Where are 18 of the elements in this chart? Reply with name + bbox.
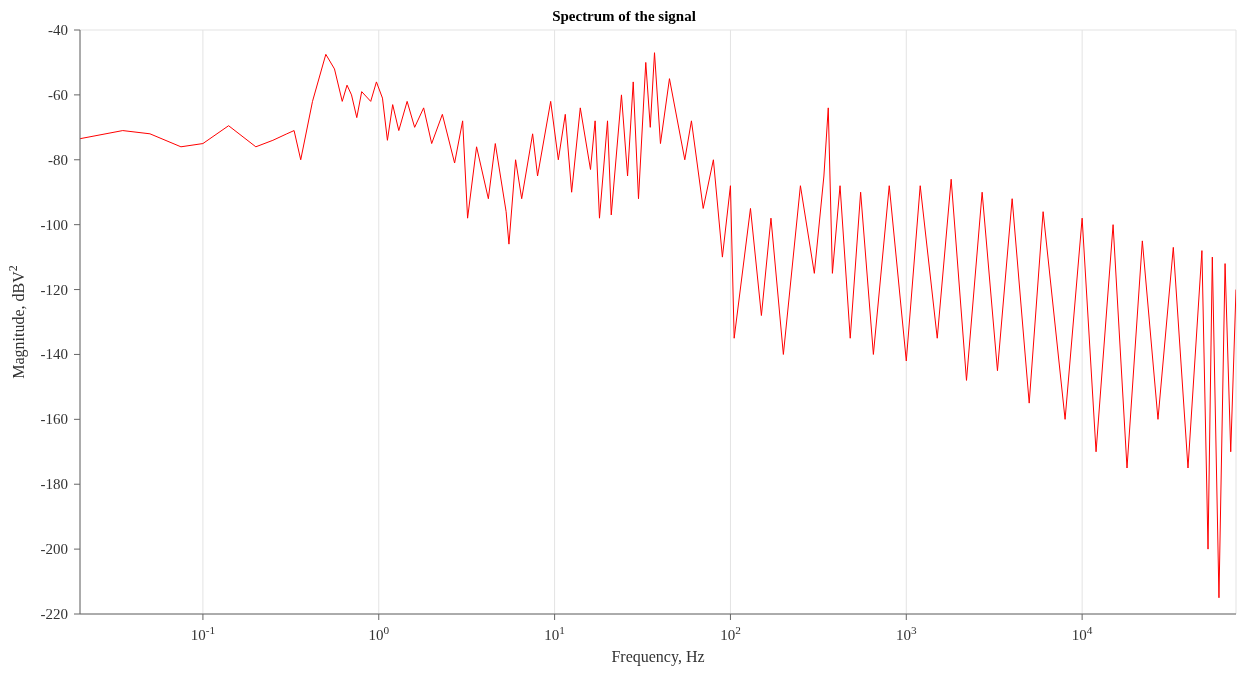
y-tick-label: -140 (40, 346, 68, 363)
y-tick-label: -120 (40, 281, 68, 298)
x-tick-label: 10$^{0}$ (368, 624, 390, 643)
x-tick-label: 10$^{-1}$ (190, 624, 216, 643)
y-tick-label: -220 (40, 606, 68, 622)
x-tick-label: 10$^{3}$ (895, 624, 917, 643)
y-tick-label: -180 (40, 476, 68, 493)
y-tick-label: -100 (40, 216, 68, 233)
x-tick-label: 10$^{4}$ (1071, 624, 1093, 643)
x-axis-title: Frequency, Hz (611, 648, 705, 666)
y-tick-label: -80 (48, 151, 68, 168)
x-tick-label: 10$^{1}$ (544, 624, 565, 643)
y-tick-label: -60 (48, 86, 68, 103)
y-tick-label: -200 (40, 541, 68, 558)
x-tick-label: 10$^{2}$ (720, 624, 741, 643)
chart-title: Spectrum of the signal (552, 8, 696, 24)
y-tick-label: -160 (40, 411, 68, 428)
y-tick-label: -40 (48, 22, 68, 38)
